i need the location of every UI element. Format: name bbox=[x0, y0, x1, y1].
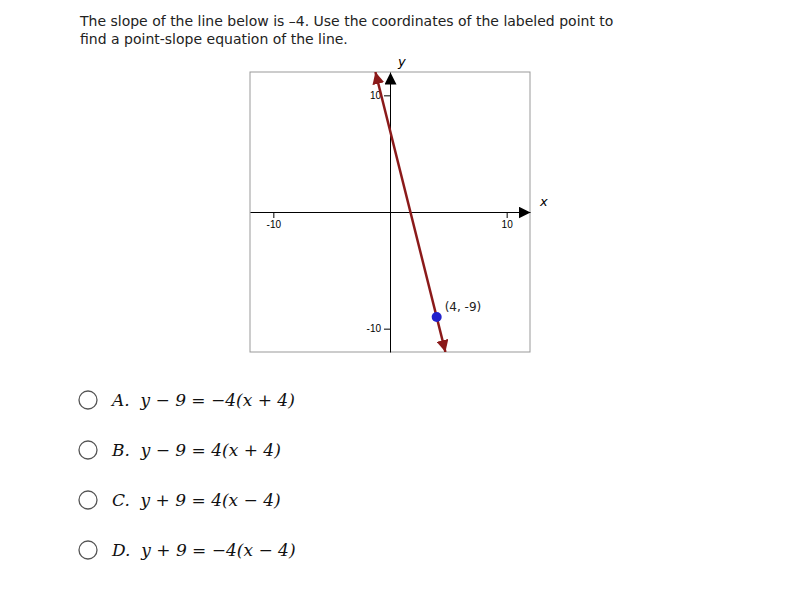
choice-text: A. y − 9 = −4(x + 4) bbox=[110, 390, 295, 410]
title: The slope of the line below is –4. Use t… bbox=[79, 13, 613, 47]
y-tick-mark bbox=[384, 329, 390, 330]
x-tick-label: -10 bbox=[267, 219, 282, 230]
x-tick: 10 bbox=[502, 212, 514, 230]
choice-text: C. y + 9 = 4(x − 4) bbox=[112, 490, 281, 510]
chart: The slope of the line below is –4. Use t… bbox=[0, 0, 800, 600]
x-axis-title: x bbox=[539, 194, 548, 209]
point-label: (4, -9) bbox=[445, 300, 482, 314]
x-tick-label: 10 bbox=[502, 219, 514, 230]
y-tick-label: -10 bbox=[367, 323, 382, 334]
x-tick: -10 bbox=[267, 212, 282, 230]
choice-radio bbox=[79, 391, 97, 409]
choice-text: D. y + 9 = −4(x − 4) bbox=[111, 540, 296, 560]
line bbox=[375, 72, 445, 352]
data-labels: (4, -9) bbox=[445, 300, 482, 314]
y-axis-title: y bbox=[397, 54, 406, 69]
y-tick-mark bbox=[384, 95, 390, 96]
choice-radio bbox=[79, 491, 97, 509]
y-tick: -10 bbox=[367, 323, 390, 334]
y-axis-line bbox=[390, 73, 391, 353]
choice-radio bbox=[79, 441, 97, 459]
choice-text: B. y − 9 = 4(x + 4) bbox=[111, 440, 281, 460]
choice-radio bbox=[79, 541, 97, 559]
title-line: The slope of the line below is –4. Use t… bbox=[79, 13, 613, 29]
point bbox=[432, 312, 442, 322]
plot-marks bbox=[375, 72, 445, 352]
x-tick-mark bbox=[273, 212, 274, 218]
title-line: find a point-slope equation of the line. bbox=[80, 31, 348, 47]
x-tick-mark bbox=[507, 212, 508, 218]
plot-frame bbox=[250, 72, 530, 352]
